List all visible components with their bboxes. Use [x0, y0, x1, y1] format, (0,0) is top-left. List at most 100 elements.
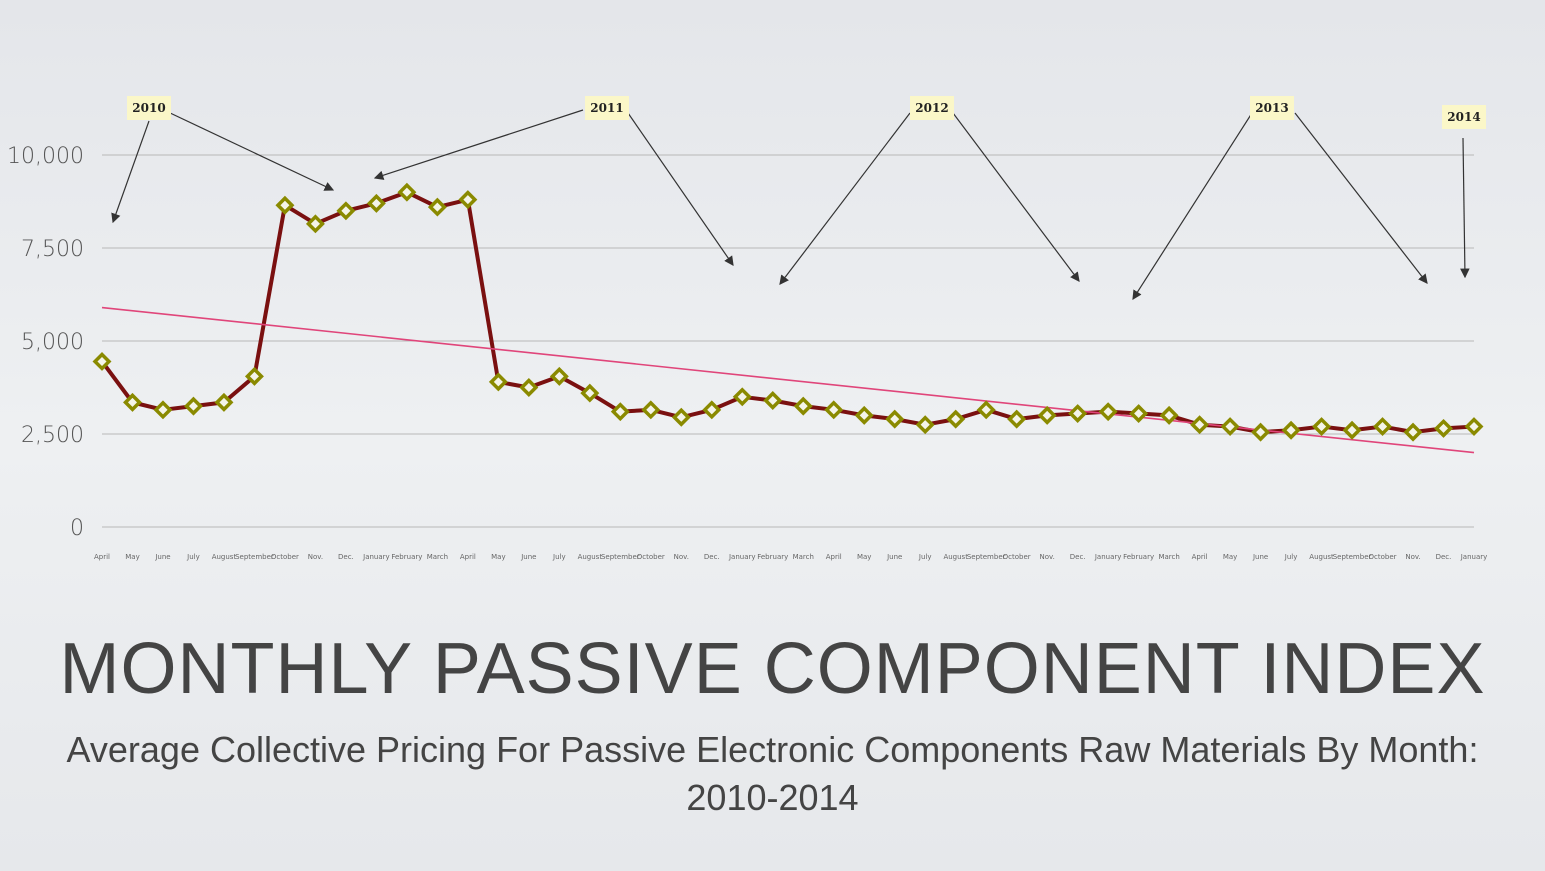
annotation-arrow	[111, 120, 150, 224]
x-tick-label: October	[1003, 553, 1031, 561]
annotation: 2013	[1255, 101, 1288, 115]
x-tick-label: May	[857, 553, 871, 561]
x-tick-label: August	[212, 553, 237, 561]
annotation: 2011	[590, 101, 623, 115]
data-point	[336, 201, 356, 221]
x-tick-label: January	[1460, 553, 1488, 561]
series-line	[100, 190, 1475, 435]
annotation-box	[127, 96, 171, 120]
data-point	[885, 409, 905, 429]
data-point	[458, 190, 478, 210]
annotation: 2014	[1447, 110, 1480, 124]
data-point	[580, 383, 600, 403]
x-tick-label: March	[1158, 553, 1179, 561]
data-point	[702, 400, 722, 420]
annotation-box	[585, 96, 629, 120]
data-point	[275, 195, 295, 215]
x-tick-label: Nov.	[674, 553, 689, 561]
x-tick-label: September	[601, 553, 640, 561]
data-point	[366, 193, 386, 213]
data-point	[1159, 405, 1179, 425]
x-tick-label: September	[235, 553, 274, 561]
data-point	[1190, 415, 1210, 435]
x-tick-label: February	[391, 553, 422, 561]
x-tick-label: Nov.	[1405, 553, 1420, 561]
data-point	[1251, 422, 1271, 442]
x-tick-label: April	[94, 553, 110, 561]
x-tick-label: March	[793, 553, 814, 561]
data-point	[763, 391, 783, 410]
data-point	[1373, 417, 1393, 437]
data-point	[732, 387, 752, 407]
x-tick-label: Dec.	[338, 553, 354, 561]
data-point	[641, 400, 661, 420]
annotation-arrow	[373, 109, 584, 180]
x-tick-label: October	[637, 553, 665, 561]
x-tick-label: July	[918, 553, 932, 561]
x-tick-label: April	[826, 553, 842, 561]
data-point	[793, 396, 813, 416]
y-tick-label: 0	[70, 516, 84, 541]
data-point	[1098, 402, 1118, 422]
data-point	[1312, 417, 1332, 437]
x-tick-label: June	[520, 553, 536, 561]
data-point	[1068, 404, 1088, 424]
data-point	[1220, 417, 1240, 437]
data-point	[305, 214, 325, 234]
data-point	[1434, 418, 1453, 438]
data-point	[549, 366, 569, 386]
data-point	[153, 400, 173, 420]
x-tick-label: Dec.	[704, 553, 720, 561]
x-tick-label: September	[967, 553, 1006, 561]
annotation-arrow	[627, 112, 734, 266]
chart-title: MONTHLY PASSIVE COMPONENT INDEX	[59, 629, 1486, 709]
data-point	[854, 405, 874, 425]
data-point	[92, 351, 112, 371]
x-tick-label: June	[886, 553, 902, 561]
data-point	[1129, 404, 1149, 424]
data-point	[1464, 417, 1484, 437]
data-point	[397, 182, 417, 202]
x-tick-label: October	[1369, 553, 1397, 561]
x-tick-label: August	[578, 553, 603, 561]
annotation-box	[910, 96, 954, 120]
data-point	[427, 197, 447, 217]
x-tick-label: March	[427, 553, 448, 561]
x-tick-label: June	[1252, 553, 1268, 561]
chart-subtitle: Average Collective Pricing For Passive E…	[66, 729, 1479, 818]
x-tick-label: Dec.	[1070, 553, 1086, 561]
data-point	[244, 366, 264, 386]
data-point	[1037, 405, 1057, 425]
x-tick-label: Nov.	[1039, 553, 1054, 561]
x-tick-label: April	[460, 553, 476, 561]
x-tick-label: July	[1284, 553, 1298, 561]
x-tick-label: July	[552, 553, 566, 561]
data-point	[915, 415, 935, 435]
annotation-arrow	[952, 112, 1080, 282]
x-tick-label: Dec.	[1436, 553, 1452, 561]
x-tick-label: February	[757, 553, 788, 561]
y-tick-label: 7,500	[21, 237, 84, 262]
x-tick-label: February	[1123, 553, 1154, 561]
data-point	[824, 400, 844, 420]
data-point	[214, 392, 234, 412]
x-tick-label: October	[271, 553, 299, 561]
data-point	[976, 400, 996, 420]
x-tick-label: September	[1333, 553, 1372, 561]
x-tick-label: August	[1309, 553, 1334, 561]
x-tick-label: July	[186, 553, 200, 561]
data-point	[946, 409, 966, 429]
annotation-box	[1250, 96, 1294, 120]
data-point	[1403, 422, 1423, 442]
x-tick-label: January	[728, 553, 756, 561]
y-tick-label: 10,000	[7, 144, 84, 169]
y-tick-label: 5,000	[21, 330, 84, 355]
data-point	[183, 396, 203, 416]
data-point	[123, 392, 142, 412]
x-tick-label: April	[1192, 553, 1208, 561]
data-point	[519, 378, 539, 397]
x-tick-label: August	[943, 553, 968, 561]
data-point	[1007, 409, 1027, 429]
